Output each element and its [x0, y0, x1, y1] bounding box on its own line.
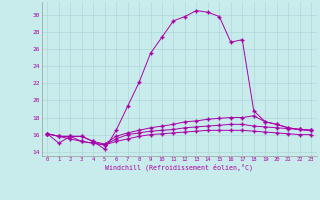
- X-axis label: Windchill (Refroidissement éolien,°C): Windchill (Refroidissement éolien,°C): [105, 164, 253, 171]
